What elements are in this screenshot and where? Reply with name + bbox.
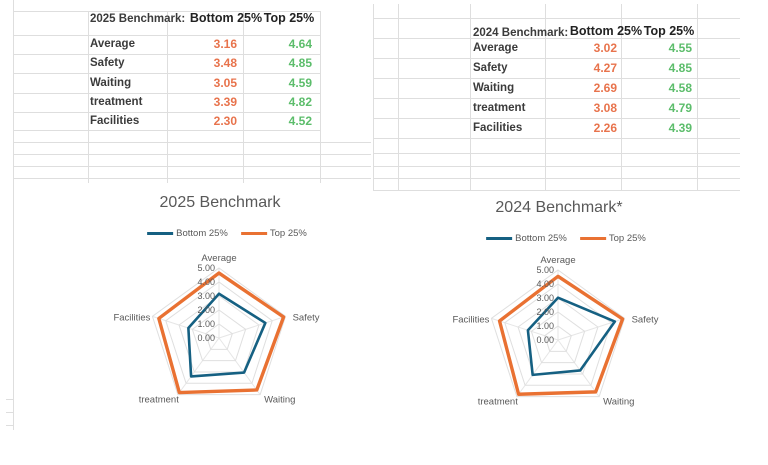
radar-spoke [218,337,261,395]
radar-ring [490,269,626,398]
row-label-average[interactable]: Average [90,38,135,50]
category-label-treatment: treatment [478,397,518,408]
radial-axis-label: 3.00 [197,291,215,301]
radar-ring [517,297,599,375]
radar-spoke [152,315,220,339]
radar-ring [191,309,247,362]
row-label-average[interactable]: Average [473,41,518,54]
cell-treatment-bottom25[interactable]: 3.39 [213,95,237,109]
cell-safety-top25[interactable]: 4.85 [288,56,312,70]
category-label-facilities: Facilities [113,312,150,323]
radial-axis-label: 4.00 [197,277,215,287]
col-header-top25[interactable]: Top 25% [643,24,695,38]
radar-ring [530,311,586,364]
chart-legend[interactable]: Bottom 25% Top 25% [147,228,307,239]
radar-spoke [557,339,600,397]
table-title-2025[interactable]: 2025 Benchmark: [90,13,186,25]
category-label-treatment: treatment [139,395,179,406]
cell-waiting-bottom25[interactable]: 2.69 [593,80,617,95]
series-line-top25[interactable] [497,274,625,396]
col-header-bottom25[interactable]: Bottom 25% [189,11,263,25]
radial-axis-label: 2.00 [197,305,215,315]
cell-safety-bottom25[interactable]: 4.27 [593,60,617,75]
cell-treatment-top25[interactable]: 4.82 [288,95,312,109]
radial-axis-label: 0.00 [197,333,215,343]
radar-ring [165,281,273,384]
cell-treatment-top25[interactable]: 4.79 [668,100,692,115]
radar-spoke [218,315,286,339]
series-line-bottom25[interactable] [526,296,617,377]
radar-ring [151,267,287,396]
legend-label-top25: Top 25% [269,228,307,239]
chart-legend[interactable]: Bottom 25% Top 25% [486,233,646,244]
radial-axis-label: 0.00 [536,335,554,345]
table-title-2024[interactable]: 2024 Benchmark: [473,27,569,39]
cell-facilities-top25[interactable]: 4.52 [288,114,312,128]
legend-label-bottom25: Bottom 25% [515,233,567,244]
radar-spoke [177,337,220,395]
cell-average-top25[interactable]: 4.64 [288,37,312,51]
category-label-facilities: Facilities [452,314,489,325]
cell-treatment-bottom25[interactable]: 3.08 [593,100,617,115]
row-label-treatment[interactable]: treatment [473,101,526,114]
radial-axis-label: 4.00 [536,279,554,289]
legend-swatch-bottom25 [486,237,513,240]
legend-swatch-bottom25 [147,232,174,235]
row-label-safety[interactable]: Safety [90,57,125,69]
chart-title[interactable]: 2025 Benchmark [159,194,281,211]
radar-chart-2025[interactable]: 2025 Benchmark Bottom 25% Top 25% 0.00 1.… [14,183,373,457]
cell-average-bottom25[interactable]: 3.02 [593,40,617,55]
cell-average-bottom25[interactable]: 3.16 [213,37,237,51]
radar-ring [544,325,572,352]
category-label-average: Average [540,255,575,266]
legend-label-top25: Top 25% [608,233,646,244]
chart-title[interactable]: 2024 Benchmark* [495,199,623,216]
radial-axis-label: 5.00 [536,265,554,275]
radial-axis-label: 1.00 [197,319,215,329]
radial-axis-label: 5.00 [197,263,215,273]
row-label-treatment[interactable]: treatment [90,96,143,108]
radial-axis-label: 2.00 [536,307,554,317]
radial-axis-label: 1.00 [536,321,554,331]
row-label-waiting[interactable]: Waiting [473,81,515,94]
category-label-waiting: Waiting [264,395,295,406]
col-header-bottom25[interactable]: Bottom 25% [569,24,643,38]
category-label-waiting: Waiting [603,397,634,408]
series-line-bottom25[interactable] [187,292,267,378]
category-label-safety: Safety [632,314,659,325]
cell-waiting-bottom25[interactable]: 3.05 [213,75,237,90]
radar-spoke [491,317,559,341]
cell-average-top25[interactable]: 4.55 [668,40,692,55]
row-label-facilities[interactable]: Facilities [90,115,140,127]
radar-spoke [516,339,559,397]
radar-ring [205,323,233,350]
cell-facilities-bottom25[interactable]: 2.26 [593,120,617,135]
row-label-waiting[interactable]: Waiting [90,76,132,89]
row-label-safety[interactable]: Safety [473,61,508,74]
category-label-safety: Safety [293,312,320,323]
radar-ring [178,295,260,373]
cell-waiting-top25[interactable]: 4.58 [668,80,692,95]
radial-axis-label: 3.00 [536,293,554,303]
legend-swatch-top25 [240,232,267,235]
legend-label-bottom25: Bottom 25% [176,228,228,239]
radar-chart-2024[interactable]: 2024 Benchmark* Bottom 25% Top 25% 0.00 1… [374,191,768,461]
legend-swatch-top25 [579,237,606,240]
col-header-top25[interactable]: Top 25% [263,11,315,25]
cell-facilities-bottom25[interactable]: 2.30 [213,114,237,128]
cell-waiting-top25[interactable]: 4.59 [288,75,312,90]
cell-facilities-top25[interactable]: 4.39 [668,120,692,135]
category-label-average: Average [201,253,236,264]
cell-safety-top25[interactable]: 4.85 [668,60,692,75]
row-label-facilities[interactable]: Facilities [473,121,523,134]
cell-safety-bottom25[interactable]: 3.48 [213,56,237,70]
series-line-top25[interactable] [157,271,286,395]
